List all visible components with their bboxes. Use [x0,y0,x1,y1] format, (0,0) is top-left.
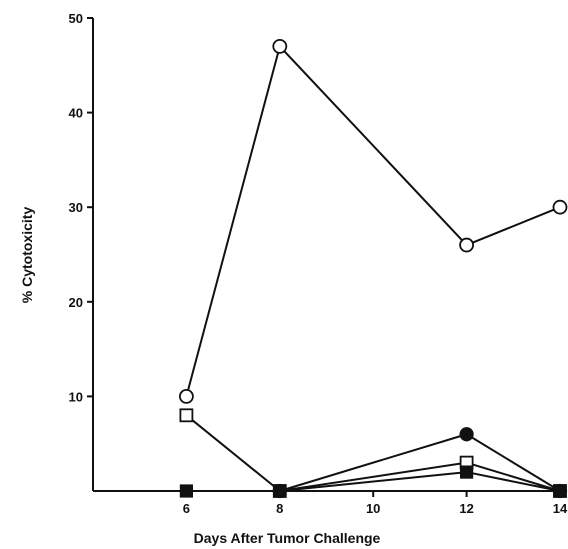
series-line-open-circle [185,44,561,397]
series-line-open-square [185,414,561,493]
x-tick-label: 14 [553,501,568,516]
data-point-filled-circle [459,427,474,442]
axes [92,18,560,492]
data-point-open-square [179,408,194,423]
data-point-filled-square [179,484,193,498]
x-axis-label: Days After Tumor Challenge [194,530,381,546]
x-ticks: 6 8 10 12 14 [183,491,568,516]
y-tick-label: 40 [69,106,83,121]
data-point-open-circle [178,388,194,404]
y-axis-label: % Cytotoxicity [19,207,35,304]
data-point-filled-circle [552,483,568,499]
y-ticks: 10 20 30 40 50 [69,11,93,404]
y-tick-label: 10 [69,389,83,404]
data-point-open-circle [552,199,568,215]
y-tick-label: 20 [69,295,83,310]
x-tick-label: 10 [366,501,380,516]
x-tick-label: 6 [183,501,190,516]
y-tick-label: 50 [69,11,83,26]
series-group [178,38,568,499]
data-point-filled-square [460,465,474,479]
x-tick-label: 12 [459,501,473,516]
data-point-open-circle [272,38,288,54]
x-tick-label: 8 [276,501,283,516]
y-tick-label: 30 [69,200,83,215]
data-point-open-circle [459,237,475,253]
series-line-filled-square [186,471,561,492]
data-point-filled-circle [272,483,287,499]
